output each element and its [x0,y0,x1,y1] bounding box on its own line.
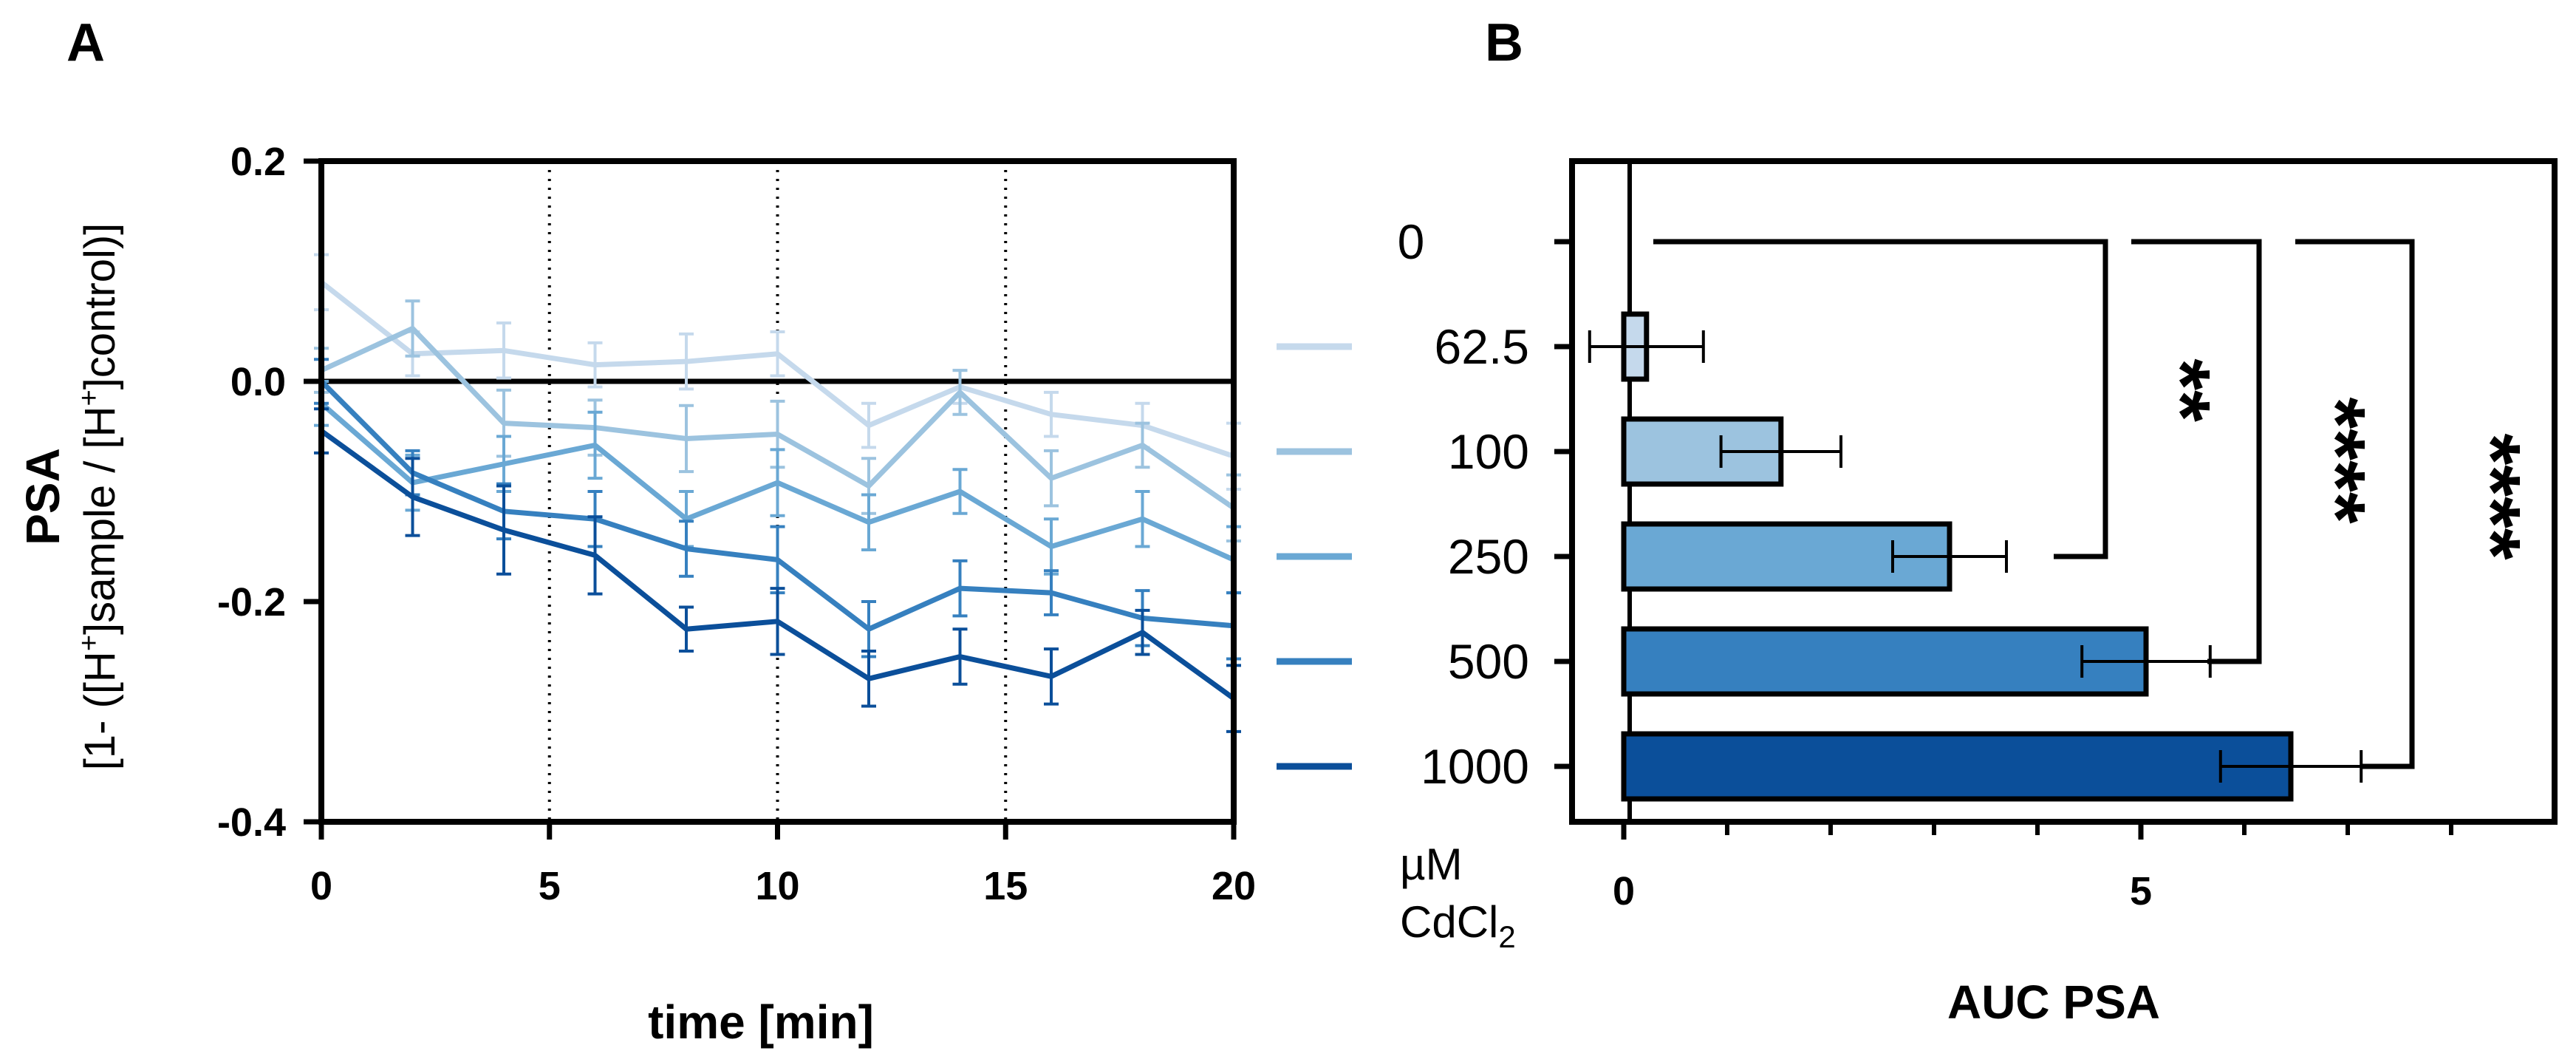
error-bar [405,457,420,537]
legend-item-100: 100 [1277,424,1529,479]
panel-b-x-tick-label: 5 [2130,869,2152,913]
error-bar [861,650,876,708]
bar-62.5 [1588,311,1705,382]
bar [1621,731,2294,802]
panel-b-category-label: 0 [1398,214,1425,269]
panel-a-line-chart: PSA [1- ([H+]sample / [H+]control)] time… [16,140,1256,1049]
error-bar [587,410,603,480]
panel-a-x-tick-label: 0 [310,864,332,908]
error-bar [1719,435,1842,468]
bar-100 [1621,416,1842,487]
panel-a-y-tick-label: -0.4 [217,800,286,845]
legend-unit: µM CdCl2 [1400,840,1516,954]
panel-b-x-axis-title: AUC PSA [1947,976,2160,1029]
panel-a-x-tick-label: 10 [755,864,799,908]
error-bar [405,299,420,358]
error-bar [770,448,785,517]
error-bar [861,401,876,449]
error-bar [679,605,694,653]
error-bar [679,332,694,391]
bar-1000 [1621,731,2363,802]
error-bar [1135,421,1150,469]
legend-unit-line1: µM [1400,840,1463,889]
panel-b-x-tick-label: 0 [1613,869,1635,913]
error-bar [1044,390,1059,438]
significance-bracket-4-1000: **** [2295,239,2537,769]
panel-b-plot-frame [1569,158,2558,825]
bracket-line [2295,239,2415,769]
legend-label: 62.5 [1435,319,1529,374]
panel-a-y-axis-title: PSA [16,448,69,545]
error-bar [1044,449,1059,508]
bar [1621,626,2149,697]
significance-label: **** [2291,397,2382,523]
error-bar [496,484,511,576]
error-bar [679,520,694,578]
significance-label: **** [2446,433,2537,559]
bracket-line [2131,239,2262,664]
panel-a-x-axis-title: time [min] [648,995,874,1049]
panel-a-y-tick-label: 0.2 [230,140,286,184]
error-bar [770,587,785,656]
bar-250 [1621,521,2008,592]
error-bar [952,559,968,618]
error-bar [679,404,694,474]
panel-a-label: A [66,13,105,72]
significance-bracket-2-250: ** [1653,239,2227,559]
error-bar [1891,540,2008,573]
error-bar [1044,647,1059,706]
significance-bracket-4-500: **** [2131,239,2382,664]
error-bar [952,369,968,416]
error-bar [587,515,603,596]
panel-a-y-axis-subtitle: [1- ([H+]sample / [H+]control)] [74,223,124,771]
error-bar [952,468,968,515]
legend: 62.5 100 250 500 1000 µM CdCl2 [1277,319,1529,954]
panel-a-x-tick-label: 5 [539,864,561,908]
error-bar [587,341,603,389]
legend-label: 1000 [1421,739,1529,794]
panel-a-y-tick-label: -0.2 [217,580,286,624]
error-bar [770,330,785,378]
error-bar [861,493,876,551]
panel-a-x-tick-label: 20 [1212,864,1256,908]
panel-a-x-tick-label: 15 [983,864,1028,908]
series-500 [314,358,1241,661]
bar-500 [1621,626,2212,697]
panel-b-label: B [1485,13,1523,72]
legend-label: 500 [1448,634,1529,689]
legend-item-1000: 1000 [1277,739,1529,794]
legend-item-500: 500 [1277,634,1529,689]
error-bar [1135,490,1150,548]
error-bar [496,321,511,380]
legend-item-62.5: 62.5 [1277,319,1529,374]
legend-label: 250 [1448,529,1529,584]
legend-label: 100 [1448,424,1529,479]
error-bar [1044,569,1059,616]
panel-a-y-tick-label: 0.0 [230,360,286,404]
legend-unit-line2: CdCl2 [1400,897,1516,954]
bracket-line [1653,239,2108,559]
error-bar [952,627,968,686]
error-bar [1588,330,1705,363]
error-bar [1135,608,1150,656]
significance-label: ** [2136,358,2227,422]
legend-item-250: 250 [1277,529,1529,584]
